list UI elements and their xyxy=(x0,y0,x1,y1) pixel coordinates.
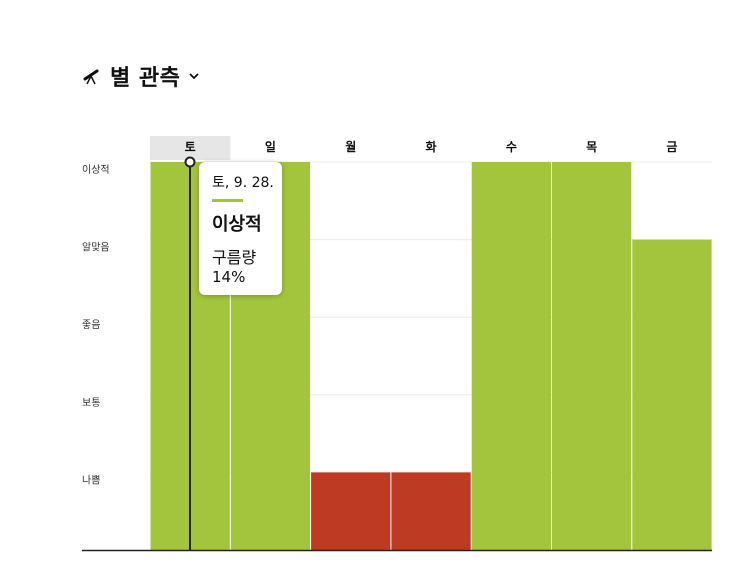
tooltip-date: 토, 9. 28. xyxy=(212,175,274,191)
day-label[interactable]: 금 xyxy=(666,140,677,154)
forecast-bar[interactable] xyxy=(391,472,471,550)
forecast-bar[interactable] xyxy=(311,472,391,550)
y-level-label: 좋음 xyxy=(82,319,100,331)
day-label[interactable]: 일 xyxy=(265,140,276,154)
selection-marker-handle[interactable] xyxy=(184,156,196,168)
observation-dropdown[interactable]: 별 관측 xyxy=(82,60,200,92)
tooltip-divider xyxy=(212,199,243,202)
day-label[interactable]: 목 xyxy=(586,140,597,154)
forecast-bar[interactable] xyxy=(471,162,551,550)
y-level-label: 알맞음 xyxy=(82,242,110,254)
page-title: 별 관측 xyxy=(110,66,181,91)
forecast-bar[interactable] xyxy=(552,162,632,550)
day-label[interactable]: 토 xyxy=(185,140,196,154)
forecast-tooltip: 토, 9. 28. 이상적 구름량 14% xyxy=(199,162,282,295)
day-label[interactable]: 화 xyxy=(426,139,437,154)
tooltip-metric-value: 14% xyxy=(212,268,246,286)
tooltip-level: 이상적 xyxy=(212,214,262,235)
day-label[interactable]: 수 xyxy=(506,140,517,154)
tooltip-metric-label: 구름량 xyxy=(212,248,257,267)
y-level-label: 보통 xyxy=(82,397,100,409)
day-label[interactable]: 월 xyxy=(345,139,356,154)
y-level-label: 나쁨 xyxy=(82,474,100,486)
telescope-icon xyxy=(83,69,99,85)
y-level-label: 이상적 xyxy=(82,164,110,176)
forecast-bar[interactable] xyxy=(632,239,712,550)
chevron-down-icon xyxy=(189,73,200,80)
selected-day-header xyxy=(150,136,231,160)
